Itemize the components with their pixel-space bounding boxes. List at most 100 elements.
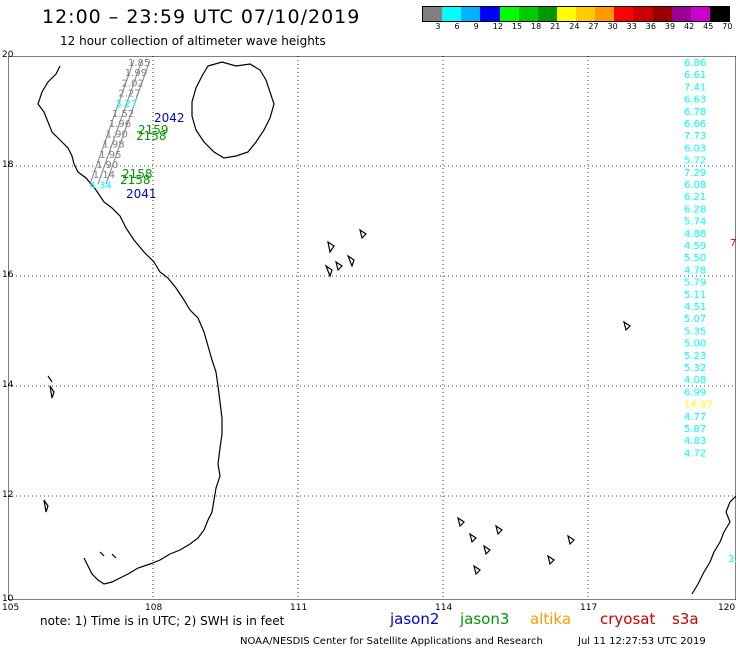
colorbar-cell bbox=[518, 7, 538, 21]
track-wave-label: 4.34 bbox=[90, 180, 112, 191]
track-wave-label: 7.29 bbox=[684, 168, 706, 179]
latitude-label: 14 bbox=[2, 380, 14, 390]
track-wave-label: 4.88 bbox=[684, 229, 706, 240]
track-wave-label: 6.99 bbox=[684, 387, 706, 398]
colorbar-label: 21 bbox=[550, 22, 561, 31]
offshore-islet bbox=[623, 320, 631, 332]
wave-height-colorbar bbox=[422, 6, 730, 22]
latitude-label: 18 bbox=[2, 160, 14, 170]
track-wave-label: 6.66 bbox=[684, 119, 706, 130]
satellite-legend-item: jason2 bbox=[390, 610, 440, 628]
map-area: 1.85 1.99 2.02 2.27 3.27 1.52 1.96 1.90 1.98 1.95… bbox=[8, 56, 736, 600]
track-line bbox=[105, 59, 151, 185]
track-wave-label: 5.11 bbox=[684, 290, 706, 301]
track-wave-label: 5.35 bbox=[684, 326, 706, 337]
track-wave-label: 7.41 bbox=[684, 82, 706, 93]
track-wave-label: 6.61 bbox=[684, 70, 706, 81]
colorbar-cell bbox=[423, 7, 443, 21]
track-wave-label: 4.77 bbox=[684, 412, 706, 423]
track-wave-label: 1.96 bbox=[109, 119, 131, 130]
track-wave-label: 1.98 bbox=[102, 140, 124, 151]
colorbar-cell bbox=[709, 7, 729, 21]
track-wave-label: 14.37 bbox=[684, 400, 713, 411]
coastline bbox=[37, 61, 736, 595]
map-title: 12:00 – 23:59 UTC 07/10/2019 bbox=[42, 6, 361, 28]
credit-line: NOAA/NESDIS Center for Satellite Applica… bbox=[240, 636, 543, 647]
track-wave-label: 5.87 bbox=[684, 424, 706, 435]
colorbar-label: 18 bbox=[531, 22, 542, 31]
track-wave-label: 1.99 bbox=[125, 68, 147, 79]
track-wave-label: 6.28 bbox=[684, 204, 706, 215]
colorbar-label: 42 bbox=[684, 22, 695, 31]
colorbar-cell bbox=[461, 7, 481, 21]
longitude-label: 114 bbox=[435, 603, 453, 613]
track-wave-label: 4.08 bbox=[684, 375, 706, 386]
track-wave-label: 5.00 bbox=[684, 339, 706, 350]
track-wave-label: 5.07 bbox=[684, 314, 706, 325]
colorbar-cell bbox=[671, 7, 691, 21]
colorbar-label: 3 bbox=[435, 22, 441, 31]
pass-time-label: 2041 bbox=[126, 187, 157, 201]
colorbar-cell bbox=[499, 7, 519, 21]
track-wave-label: 1.90 bbox=[106, 129, 128, 140]
track-wave-label: 5.79 bbox=[684, 278, 706, 289]
colorbar-cell bbox=[556, 7, 576, 21]
track-wave-label: 4.78 bbox=[684, 265, 706, 276]
lat-lon-grid bbox=[8, 56, 736, 600]
track-wave-label: 3.27 bbox=[115, 99, 137, 110]
track-wave-label: 5.32 bbox=[684, 363, 706, 374]
track-line bbox=[89, 59, 135, 185]
track-wave-label: 4.59 bbox=[684, 241, 706, 252]
hainan-coastline bbox=[191, 61, 275, 159]
track-wave-label: 7.73 bbox=[684, 131, 706, 142]
colorbar-label: 27 bbox=[588, 22, 599, 31]
track-wave-label: 4.72 bbox=[684, 448, 706, 459]
colorbar-label: 45 bbox=[703, 22, 714, 31]
track-wave-label: 5.74 bbox=[684, 217, 706, 228]
latitude-label: 20 bbox=[2, 50, 14, 60]
latitude-label: 12 bbox=[2, 490, 14, 500]
map-subtitle: 12 hour collection of altimeter wave hei… bbox=[60, 34, 326, 48]
track-wave-label: 6.03 bbox=[684, 143, 706, 154]
colorbar-cell bbox=[652, 7, 672, 21]
pass-time-label: 2158 bbox=[120, 173, 151, 187]
track-wave-label: 1.85 bbox=[128, 58, 150, 69]
track-wave-label: 2.27 bbox=[118, 89, 140, 100]
longitude-label: 120 bbox=[718, 603, 736, 613]
track-wave-label: 6.08 bbox=[684, 180, 706, 191]
latitude-label: 16 bbox=[2, 270, 14, 280]
satellite-tracks bbox=[89, 59, 151, 185]
track-wave-label: 2.02 bbox=[122, 78, 144, 89]
track-wave-label: 1.95 bbox=[99, 150, 121, 161]
colorbar-label: 15 bbox=[511, 22, 523, 31]
colorbar-label: 9 bbox=[473, 22, 479, 31]
track-wave-label: 4.51 bbox=[684, 302, 706, 313]
satellite-legend-item: s3a bbox=[672, 610, 699, 628]
colorbar-cell bbox=[480, 7, 500, 21]
track-wave-label: 6.78 bbox=[684, 107, 706, 118]
pass-time-label: 2158 bbox=[136, 129, 167, 143]
spratly-islands bbox=[457, 516, 575, 576]
colorbar-cell bbox=[442, 7, 462, 21]
track-wave-label: 1.90 bbox=[96, 160, 118, 171]
track-wave-label: 1.14 bbox=[93, 170, 115, 181]
satellite-legend-item: cryosat bbox=[600, 610, 656, 628]
colorbar-cell bbox=[614, 7, 634, 21]
pass-time-label: 2042 bbox=[154, 111, 185, 125]
track-wave-label: 4.83 bbox=[684, 436, 706, 447]
colorbar-cell bbox=[633, 7, 653, 21]
footnote: note: 1) Time is in UTC; 2) SWH is in fe… bbox=[40, 614, 285, 628]
colorbar-label: 33 bbox=[626, 22, 637, 31]
track-wave-label: 6.86 bbox=[684, 58, 706, 69]
satellite-legend-item: jason3 bbox=[460, 610, 510, 628]
pass-time-label: 2159 bbox=[138, 123, 169, 137]
track-wave-label: 6.21 bbox=[684, 192, 706, 203]
luzon-coastline bbox=[691, 495, 736, 595]
edge-wave-label: 7 bbox=[730, 238, 736, 249]
colorbar-label: 39 bbox=[664, 22, 676, 31]
track-wave-label: 6.63 bbox=[684, 95, 706, 106]
longitude-label: 117 bbox=[580, 603, 598, 613]
colorbar-label: 24 bbox=[569, 22, 580, 31]
colorbar-label: 12 bbox=[492, 22, 503, 31]
